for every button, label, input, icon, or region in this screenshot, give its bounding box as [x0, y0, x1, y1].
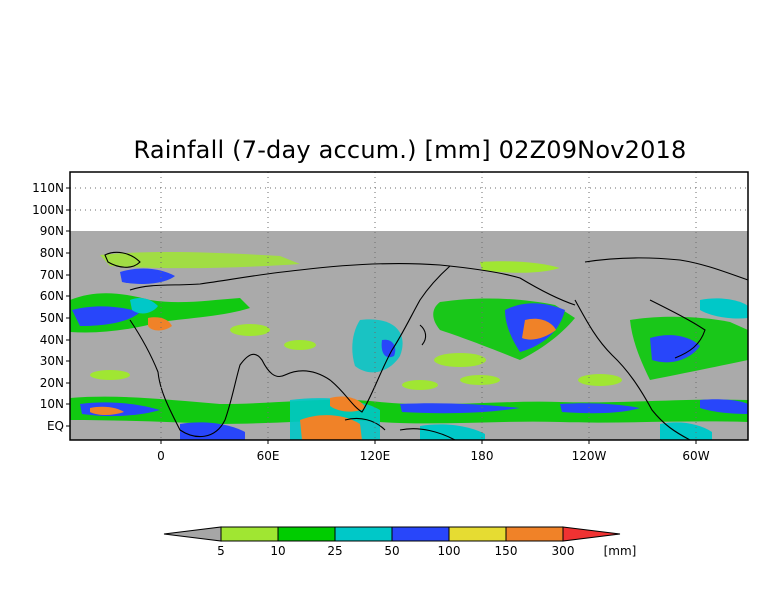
lat-label-100n: 100N: [32, 203, 64, 217]
lon-label-180: 180: [471, 449, 494, 463]
map-frame: [69, 171, 749, 441]
lat-label-40n: 40N: [40, 333, 64, 347]
lon-label-60w: 60W: [682, 449, 709, 463]
colorbar-label-100: 100: [438, 544, 461, 558]
lat-label-60n: 60N: [40, 289, 64, 303]
lon-label-60e: 60E: [257, 449, 280, 463]
rainfall-bands: [70, 252, 748, 440]
colorbar-swatch-3: [334, 526, 393, 542]
lon-label-120e: 120E: [360, 449, 391, 463]
lon-tick-marks: [160, 440, 697, 444]
lon-label-0: 0: [157, 449, 165, 463]
colorbar-label-150: 150: [495, 544, 518, 558]
lon-label-120w: 120W: [572, 449, 607, 463]
colorbar-swatch-6: [505, 526, 564, 542]
rain-band-north-atlantic: [70, 252, 300, 333]
lat-tick-marks: [66, 187, 70, 427]
rain-band-north-pacific: [433, 261, 575, 360]
colorbar-swatch-2: [277, 526, 336, 542]
colorbar-swatch-5: [448, 526, 507, 542]
rain-band-north-america: [630, 298, 748, 380]
colorbar-swatch-4: [391, 526, 450, 542]
lat-label-eq: EQ: [47, 419, 64, 433]
coastlines: [104, 251, 748, 440]
colorbar-swatch-7: [562, 526, 621, 542]
lat-label-70n: 70N: [40, 268, 64, 282]
colorbar-swatch-0: [163, 526, 222, 542]
colorbar-label-300: 300: [552, 544, 575, 558]
lat-label-50n: 50N: [40, 311, 64, 325]
lat-label-110n: 110N: [32, 181, 64, 195]
colorbar-swatch-1: [220, 526, 279, 542]
map-title: Rainfall (7-day accum.) [mm] 02Z09Nov201…: [133, 136, 687, 164]
colorbar-label-50: 50: [384, 544, 399, 558]
rain-band-east-asia: [352, 319, 403, 373]
lat-label-80n: 80N: [40, 246, 64, 260]
lat-label-90n: 90N: [40, 224, 64, 238]
colorbar-label-5: 5: [217, 544, 225, 558]
colorbar-label-10: 10: [270, 544, 285, 558]
colorbar-unit: [mm]: [604, 544, 637, 558]
lat-label-20n: 20N: [40, 376, 64, 390]
rain-band-itcz: [70, 396, 748, 424]
lat-label-10n: 10N: [40, 397, 64, 411]
lat-label-30n: 30N: [40, 354, 64, 368]
graticule: [70, 172, 748, 440]
colorbar-label-25: 25: [327, 544, 342, 558]
colorbar: [163, 526, 621, 542]
